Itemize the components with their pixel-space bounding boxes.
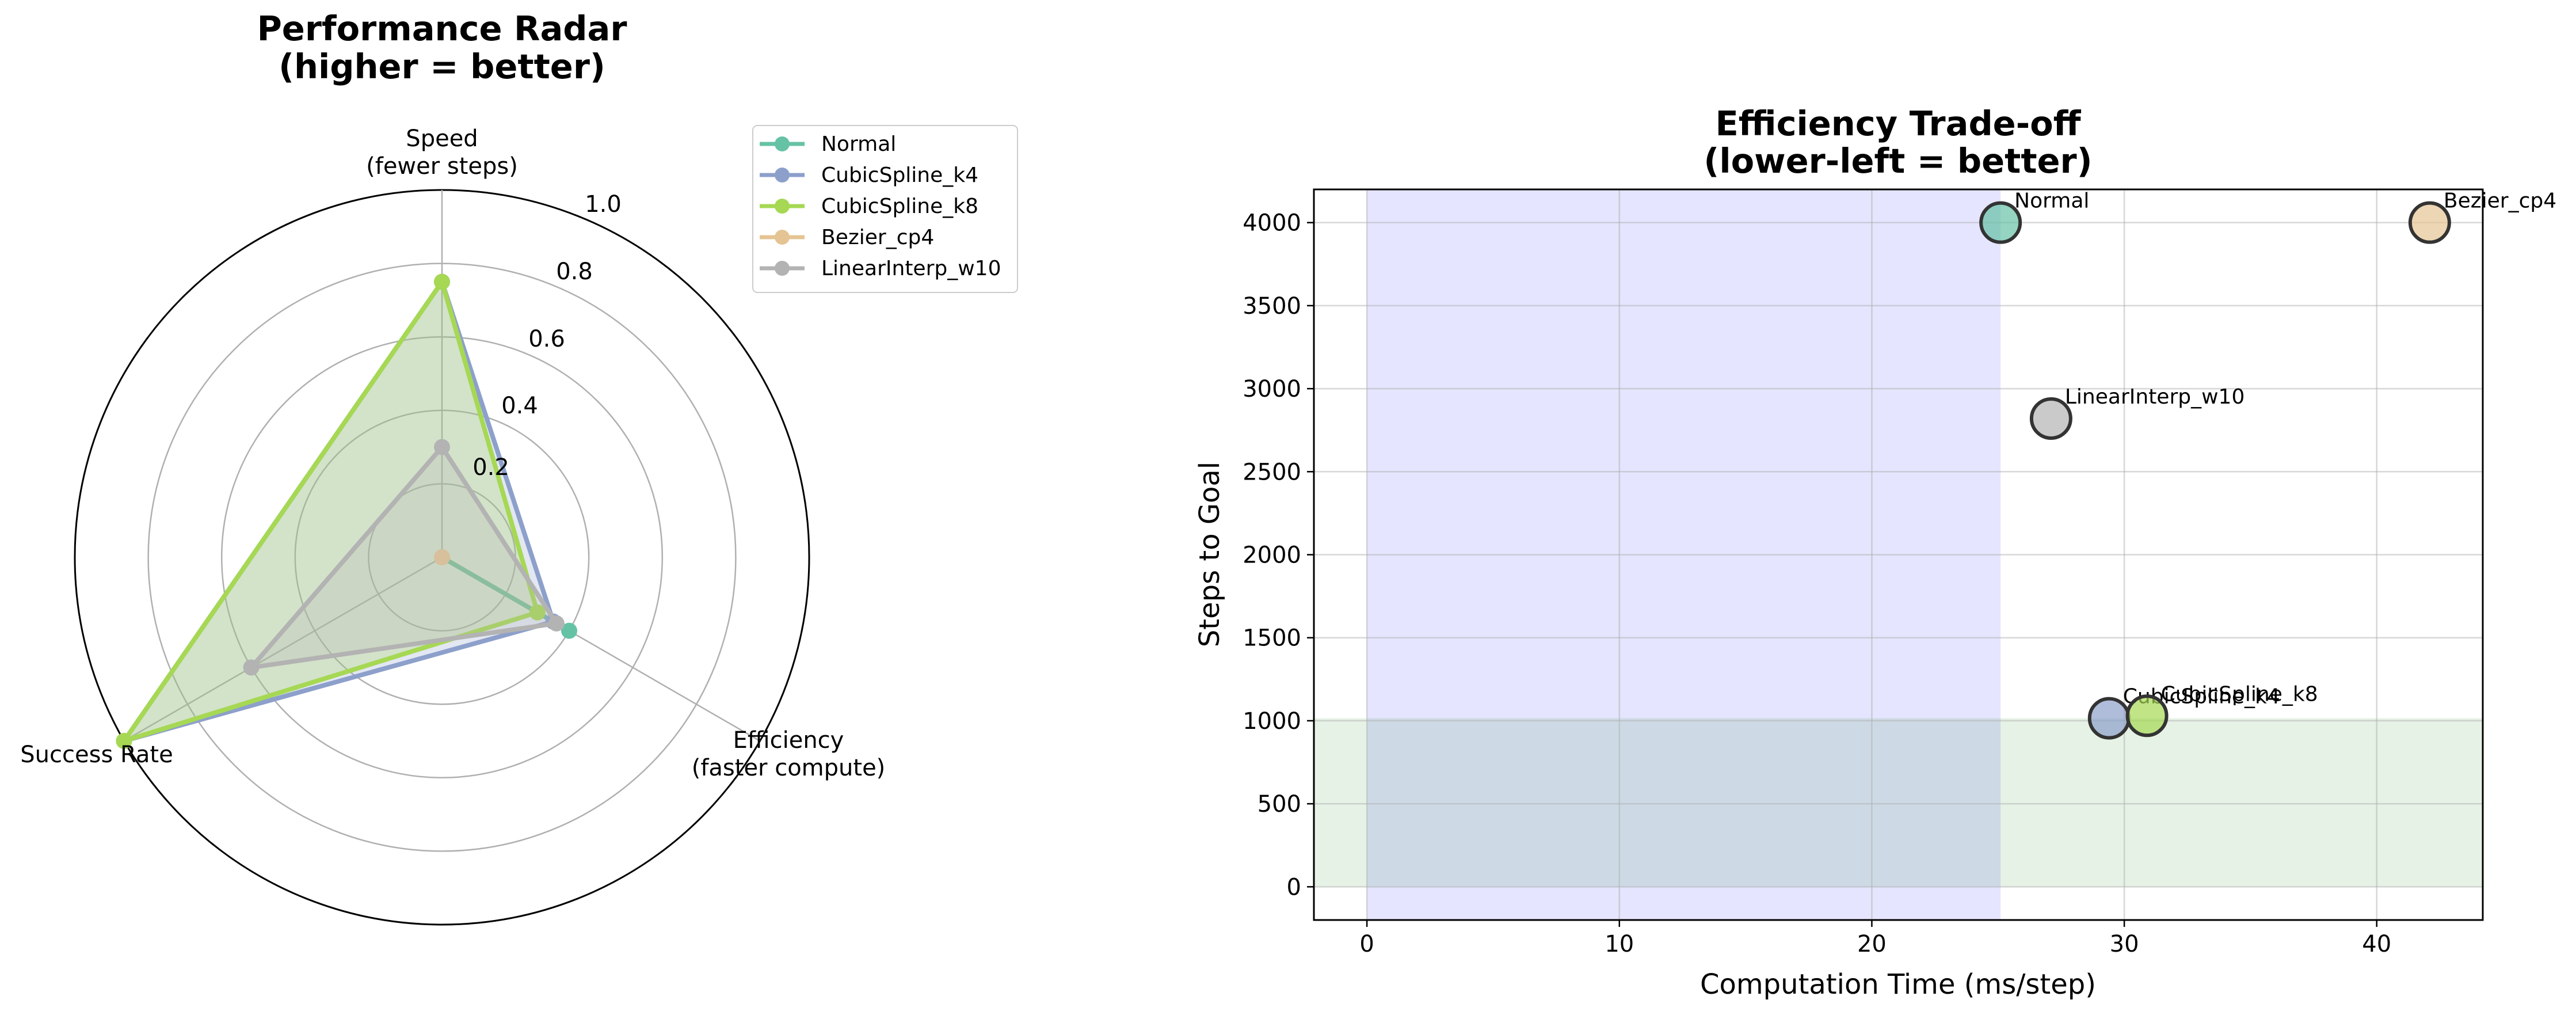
scatter-ticks: 0 10 20 30 40 0 500 1000 1500 2000 2500 3000 3500 400… [1243, 210, 2391, 957]
radar-point-cubicspline-k8 [529, 604, 546, 621]
scatter-xtick-label: 20 [1857, 931, 1887, 957]
scatter-points: Normal Bezier_cp4 LinearInterp_w10 CubicSpl… [1979, 189, 2556, 740]
scatter-ytick-label: 2000 [1243, 542, 1301, 569]
radar-title-line1: Performance Radar [257, 9, 627, 48]
scatter-ytick-label: 1000 [1243, 708, 1301, 735]
radar-title-line2: (higher = better) [279, 47, 605, 86]
scatter-point-cubicspline-k8 [2125, 694, 2169, 738]
scatter-annotation-bezier-cp4: Bezier_cp4 [2444, 189, 2556, 213]
scatter-ytick-label: 2500 [1243, 459, 1301, 485]
scatter-annotation-linearinterp-w10: LinearInterp_w10 [2065, 385, 2245, 409]
radar-rtick-0.6: 0.6 [528, 326, 565, 352]
radar-series-linearinterp-w10 [249, 444, 559, 670]
scatter-ylabel: Steps to Goal [1194, 462, 1226, 647]
scatter-grid [1314, 189, 2483, 920]
legend-marker-bezier-cp4 [775, 230, 790, 245]
radar-rtick-0.8: 0.8 [556, 258, 593, 285]
legend-label-normal: Normal [821, 132, 896, 156]
legend-label-cubicspline-k8: CubicSpline_k8 [821, 195, 978, 218]
scatter-annotation-normal: Normal [2014, 189, 2089, 213]
legend-label-linearinterp-w10: LinearInterp_w10 [821, 257, 1001, 280]
radar-spoke [123, 556, 443, 742]
legend-frame [752, 125, 1018, 293]
legend-label-cubicspline-k4: CubicSpline_k4 [821, 164, 978, 187]
scatter-point-bezier-cp4 [2408, 201, 2451, 244]
radar-point-cubicspline-k8 [434, 273, 450, 290]
radar-point-linearinterp-w10 [243, 659, 260, 676]
scatter-chart: Efficiency Trade-off (lower-left = bette… [1194, 104, 2556, 1001]
legend-label-bezier-cp4: Bezier_cp4 [821, 226, 934, 249]
radar-axis-speed-label: Speed [406, 126, 478, 152]
scatter-xtick-label: 10 [1605, 931, 1634, 957]
radar-chart: Performance Radar (higher = better) Spee… [20, 9, 1018, 926]
scatter-ytick-label: 1500 [1243, 625, 1301, 652]
radar-rtick-0.2: 0.2 [472, 454, 509, 481]
radar-legend: Normal CubicSpline_k4 CubicSpline_k8 Bez… [752, 125, 1018, 293]
scatter-ytick-label: 0 [1287, 874, 1301, 900]
scatter-ytick-label: 3500 [1243, 293, 1301, 320]
scatter-ytick-label: 4000 [1243, 210, 1301, 237]
radar-series-cubicspline-k8 [121, 279, 540, 743]
scatter-point-linearinterp-w10 [2029, 397, 2072, 440]
radar-point-cubicspline-k8 [116, 733, 132, 749]
radar-rtick-0.4: 0.4 [501, 393, 538, 419]
radar-point-bezier-cp4 [434, 549, 450, 565]
radar-grid [74, 189, 810, 926]
legend-marker-linearinterp-w10 [775, 261, 790, 276]
scatter-xlabel: Computation Time (ms/step) [1700, 968, 2096, 1001]
radar-rtick-1.0: 1.0 [585, 191, 622, 218]
legend-marker-normal [775, 136, 790, 151]
scatter-xtick-label: 40 [2362, 931, 2391, 957]
radar-point-normal [561, 622, 578, 639]
radar-axis-efficiency-sublabel: (faster compute) [692, 755, 886, 781]
scatter-annotation-cubicspline-k8: CubicSpline_k8 [2161, 682, 2318, 706]
radar-axis-success-label: Success Rate [20, 742, 173, 768]
scatter-xtick-label: 0 [1359, 931, 1374, 957]
radar-axis-speed-sublabel: (fewer steps) [366, 153, 518, 180]
scatter-xtick-label: 30 [2110, 931, 2139, 957]
radar-point-linearinterp-w10 [434, 439, 450, 455]
legend-marker-cubicspline-k4 [775, 168, 790, 183]
scatter-point-normal [1979, 201, 2022, 244]
legend-marker-cubicspline-k8 [775, 199, 790, 214]
radar-series [116, 273, 578, 749]
scatter-title-line2: (lower-left = better) [1704, 141, 2092, 181]
scatter-ytick-label: 500 [1257, 791, 1301, 818]
scatter-title-line1: Efficiency Trade-off [1715, 104, 2081, 143]
radar-axis-efficiency-label: Efficiency [733, 727, 844, 754]
radar-point-linearinterp-w10 [548, 615, 565, 632]
scatter-region-steps [1314, 718, 2483, 887]
scatter-ytick-label: 3000 [1243, 376, 1301, 402]
